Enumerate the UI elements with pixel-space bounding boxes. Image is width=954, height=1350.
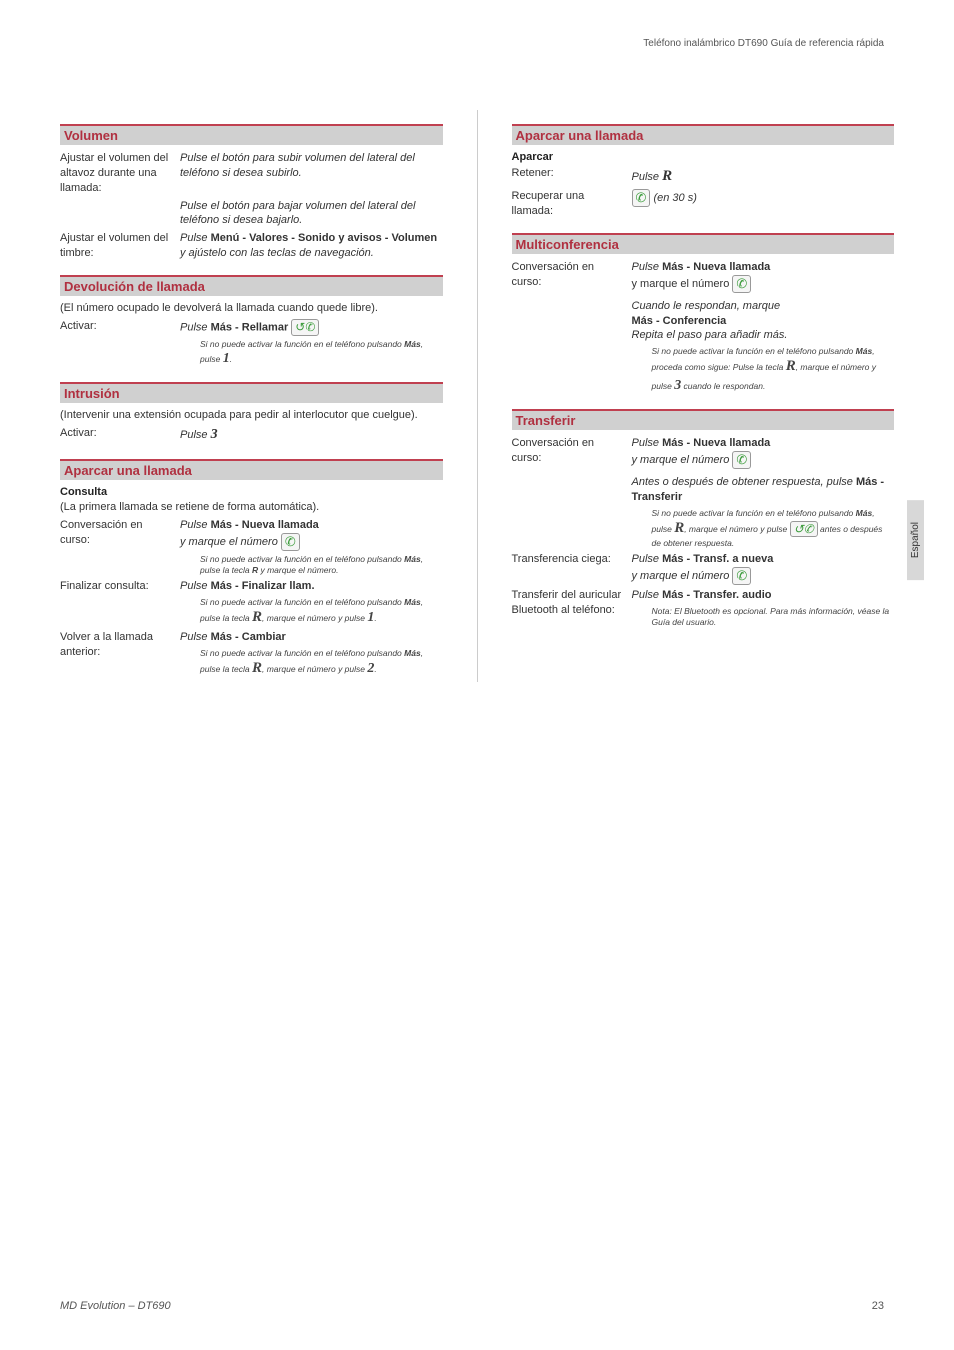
transferir-conv-value: Pulse Más - Nueva llamada y marque el nú… [632, 436, 895, 549]
consulta-conv-label: Conversación en curso: [60, 518, 180, 576]
section-transferir: Transferir [512, 409, 895, 430]
column-divider [477, 110, 478, 682]
vol-altavoz-up: Pulse el botón para subir volumen del la… [180, 151, 443, 196]
vol-timbre-label: Ajustar el volumen del timbre: [60, 231, 180, 261]
transferir-conv-label: Conversación en curso: [512, 436, 632, 549]
retener-label: Retener: [512, 166, 632, 186]
redial-icon: ↺✆ [790, 521, 818, 537]
volver-note: Si no puede activar la función en el tel… [200, 648, 443, 679]
retener-value: Pulse R [632, 166, 895, 186]
call-icon: ✆ [732, 451, 751, 469]
volver-value: Pulse Más - Cambiar Si no puede activar … [180, 630, 443, 678]
section-volumen: Volumen [60, 124, 443, 145]
bt-note: Nota: El Bluetooth es opcional. Para más… [652, 606, 895, 628]
devolucion-activar-value: Pulse Más - Rellamar ↺✆ Si no puede acti… [180, 319, 443, 368]
intrusion-desc: (Intervenir una extensión ocupada para p… [60, 409, 443, 421]
left-column: Volumen Ajustar el volumen del altavoz d… [60, 110, 443, 682]
multi-note: Si no puede activar la función en el tel… [652, 346, 895, 395]
finalizar-value: Pulse Más - Finalizar llam. Si no puede … [180, 579, 443, 627]
multi-conv-value: Pulse Más - Nueva llamada y marque el nú… [632, 260, 895, 395]
consulta-desc: (La primera llamada se retiene de forma … [60, 501, 443, 513]
devolucion-desc: (El número ocupado le devolverá la llama… [60, 302, 443, 314]
page-footer: MD Evolution – DT690 23 [60, 1300, 884, 1312]
section-intrusion: Intrusión [60, 382, 443, 403]
finalizar-note: Si no puede activar la función en el tel… [200, 597, 443, 628]
section-multiconferencia: Multiconferencia [512, 233, 895, 254]
consulta-subhead: Consulta [60, 486, 443, 498]
bt-label: Transferir del auricular Bluetooth al te… [512, 588, 632, 628]
volver-label: Volver a la llamada anterior: [60, 630, 180, 678]
vol-timbre-value: Pulse Menú - Valores - Sonido y avisos -… [180, 231, 443, 261]
devolucion-note: Si no puede activar la función en el tel… [200, 339, 443, 368]
call-icon: ✆ [632, 189, 651, 207]
section-aparcar-right: Aparcar una llamada [512, 124, 895, 145]
right-column: Aparcar una llamada Aparcar Retener: Pul… [512, 110, 895, 682]
call-icon: ✆ [281, 533, 300, 551]
bt-value: Pulse Más - Transfer. audio Nota: El Blu… [632, 588, 895, 628]
ciega-value: Pulse Más - Transf. a nueva y marque el … [632, 552, 895, 585]
consulta-conv-note: Si no puede activar la función en el tel… [200, 554, 443, 576]
ciega-label: Transferencia ciega: [512, 552, 632, 585]
transferir-note: Si no puede activar la función en el tel… [652, 508, 895, 550]
redial-icon: ↺✆ [291, 319, 319, 336]
recuperar-value: ✆ (en 30 s) [632, 189, 895, 219]
call-icon: ✆ [732, 567, 751, 585]
intrusion-activar-label: Activar: [60, 426, 180, 445]
vol-altavoz-down: Pulse el botón para bajar volumen del la… [180, 199, 443, 229]
doc-header: Teléfono inalámbrico DT690 Guía de refer… [643, 38, 884, 49]
section-devolucion: Devolución de llamada [60, 275, 443, 296]
aparcar-subhead: Aparcar [512, 151, 895, 163]
multi-conv-label: Conversación en curso: [512, 260, 632, 395]
footer-model: MD Evolution – DT690 [60, 1300, 171, 1312]
footer-page-number: 23 [872, 1300, 884, 1312]
devolucion-activar-label: Activar: [60, 319, 180, 368]
section-aparcar-left: Aparcar una llamada [60, 459, 443, 480]
language-tab: Español [907, 500, 924, 580]
vol-altavoz-label: Ajustar el volumen del altavoz durante u… [60, 151, 180, 196]
call-icon: ✆ [732, 275, 751, 293]
consulta-conv-value: Pulse Más - Nueva llamada y marque el nú… [180, 518, 443, 576]
recuperar-label: Recuperar una llamada: [512, 189, 632, 219]
finalizar-label: Finalizar consulta: [60, 579, 180, 627]
intrusion-activar-value: Pulse 3 [180, 426, 443, 445]
